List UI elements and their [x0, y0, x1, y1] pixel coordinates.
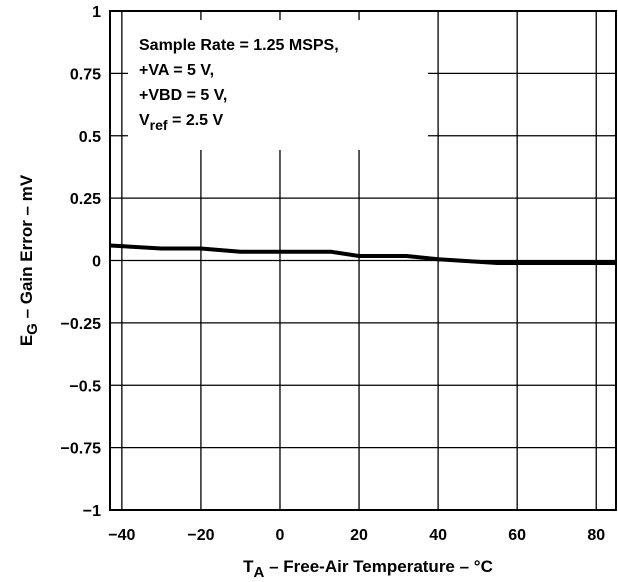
series-layer: [109, 243, 616, 265]
y-tick-label: 0.5: [79, 129, 101, 146]
x-tick-label: 40: [429, 527, 447, 544]
annotation-line: Vref = 2.5 V: [139, 112, 224, 133]
y-axis-title: EG – Gain Error – mV: [17, 174, 41, 346]
y-tick-label: −0.25: [61, 316, 102, 333]
y-tick-labels: 1 0.75 0.5 0.25 0 −0.25 −0.5 −0.75 −1: [61, 4, 102, 520]
x-tick-label: 20: [350, 527, 368, 544]
y-tick-label: 1: [92, 4, 101, 21]
annotation-line: +VA = 5 V,: [139, 62, 214, 79]
y-tick-label: −0.5: [69, 378, 101, 395]
annotation-line: +VBD = 5 V,: [139, 87, 227, 104]
x-tick-label: −20: [187, 527, 214, 544]
y-tick-label: 0: [92, 254, 101, 271]
annotation-background: [128, 20, 428, 150]
x-tick-label: 60: [508, 527, 526, 544]
y-tick-label: −0.75: [61, 441, 102, 458]
x-tick-labels: −40 −20 0 20 40 60 80: [108, 527, 605, 544]
annotation-line: Sample Rate = 1.25 MSPS,: [139, 37, 339, 54]
annotation-box: Sample Rate = 1.25 MSPS, +VA = 5 V, +VBD =…: [128, 20, 428, 150]
x-axis-title: TA – Free-Air Temperature – °C: [243, 557, 493, 581]
y-tick-label: 0.25: [70, 191, 101, 208]
series-line: [109, 243, 616, 265]
y-tick-label: 0.75: [70, 66, 101, 83]
y-tick-label: −1: [83, 503, 101, 520]
x-tick-label: 80: [587, 527, 605, 544]
plot-frame: [109, 10, 617, 511]
x-tick-label: 0: [276, 527, 285, 544]
x-tick-label: −40: [108, 527, 135, 544]
